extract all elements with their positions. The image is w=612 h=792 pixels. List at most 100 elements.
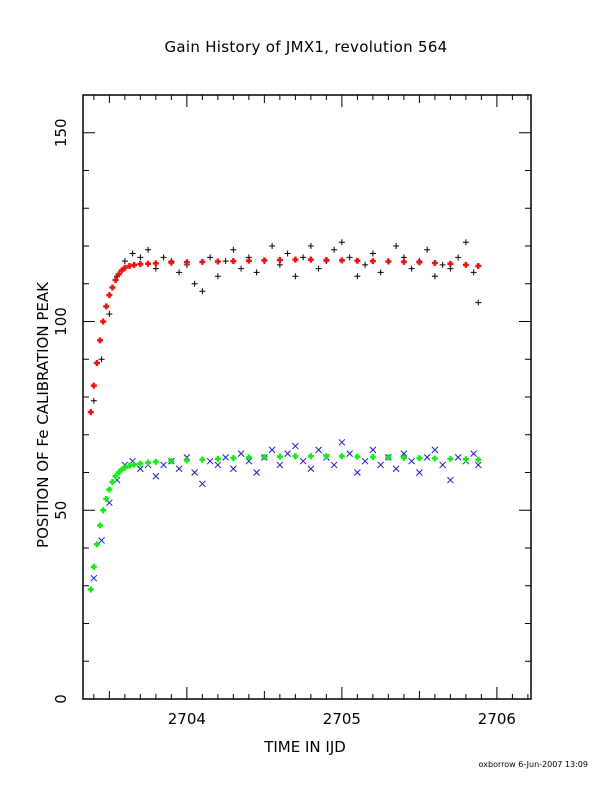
data-point [354, 469, 361, 476]
data-point [300, 254, 307, 261]
data-point [385, 258, 392, 265]
data-point [168, 259, 175, 266]
data-point [431, 455, 438, 462]
data-point [369, 250, 376, 257]
data-point [284, 250, 291, 257]
y-tick-label: 100 [52, 307, 70, 336]
data-point [362, 261, 369, 268]
data-point [392, 465, 400, 473]
data-point [237, 450, 245, 457]
plot-frame [82, 94, 532, 700]
data-point [369, 454, 376, 461]
data-point [222, 454, 229, 461]
data-point [176, 269, 183, 276]
data-point [131, 261, 138, 268]
data-point [354, 273, 361, 280]
data-point [292, 256, 299, 263]
data-point [137, 261, 144, 268]
data-point [191, 469, 198, 476]
data-point [98, 537, 105, 544]
data-point [292, 273, 299, 280]
data-point [424, 246, 431, 253]
data-point [475, 456, 482, 463]
data-point [90, 574, 98, 582]
data-point [268, 446, 276, 454]
data-point [206, 457, 214, 465]
data-point [152, 458, 159, 465]
data-point [470, 450, 477, 457]
data-point [131, 461, 138, 468]
data-point [462, 456, 469, 463]
data-point [292, 442, 299, 450]
data-point [87, 586, 94, 593]
data-point [97, 337, 104, 344]
data-point [145, 246, 152, 253]
y-axis-label: POSITION OF Fe CALIBRATION PEAK [34, 282, 52, 548]
data-point [315, 265, 322, 272]
data-point [183, 259, 190, 266]
data-point [137, 254, 144, 261]
data-point [474, 461, 482, 469]
data-point [475, 263, 482, 270]
data-point [106, 292, 113, 299]
data-point [168, 458, 175, 465]
data-point [230, 258, 237, 265]
data-point [145, 459, 152, 466]
data-point [121, 464, 128, 471]
data-point [447, 260, 454, 267]
series-2 [87, 256, 482, 416]
data-point [230, 465, 237, 473]
data-point [238, 265, 245, 272]
data-point [137, 460, 144, 467]
data-point [245, 454, 252, 461]
data-point [90, 382, 97, 389]
series-1 [90, 438, 482, 582]
data-point [199, 258, 206, 265]
data-point [470, 269, 477, 276]
data-point [408, 457, 415, 465]
data-point [439, 461, 446, 469]
data-point [400, 258, 407, 265]
data-point [284, 450, 291, 457]
data-point [230, 246, 237, 253]
data-point [400, 450, 408, 457]
data-point [121, 258, 128, 265]
data-point [160, 254, 167, 261]
data-point [87, 409, 94, 416]
data-point [183, 457, 190, 464]
data-point [361, 457, 369, 465]
data-point [354, 257, 361, 264]
data-point [100, 318, 107, 325]
data-point [214, 273, 221, 280]
data-point [276, 453, 283, 460]
footer-stamp: oxborrow 6-Jun-2007 13:09 [478, 760, 588, 769]
x-tick-label: 2704 [168, 710, 206, 728]
data-point [199, 288, 206, 295]
data-point [175, 465, 183, 473]
data-point [199, 456, 206, 463]
data-point [439, 261, 446, 268]
data-point [454, 454, 462, 461]
data-point [191, 280, 198, 287]
data-point [431, 259, 438, 266]
data-point [331, 246, 338, 253]
data-point [90, 563, 97, 570]
data-point [455, 254, 462, 261]
data-point [97, 522, 104, 529]
data-point [447, 455, 454, 462]
data-point [230, 455, 237, 462]
data-point [112, 276, 119, 283]
data-point [276, 461, 284, 469]
data-point [207, 254, 214, 261]
data-point [93, 541, 100, 548]
y-axis-ticks: 0 50 100 150 [52, 94, 531, 704]
data-point [152, 260, 159, 267]
data-point [416, 259, 423, 266]
data-point [369, 446, 377, 454]
data-point [338, 453, 345, 460]
data-point [330, 461, 338, 469]
data-point [112, 473, 119, 480]
data-point [377, 461, 384, 469]
y-tick-label: 0 [52, 694, 70, 704]
